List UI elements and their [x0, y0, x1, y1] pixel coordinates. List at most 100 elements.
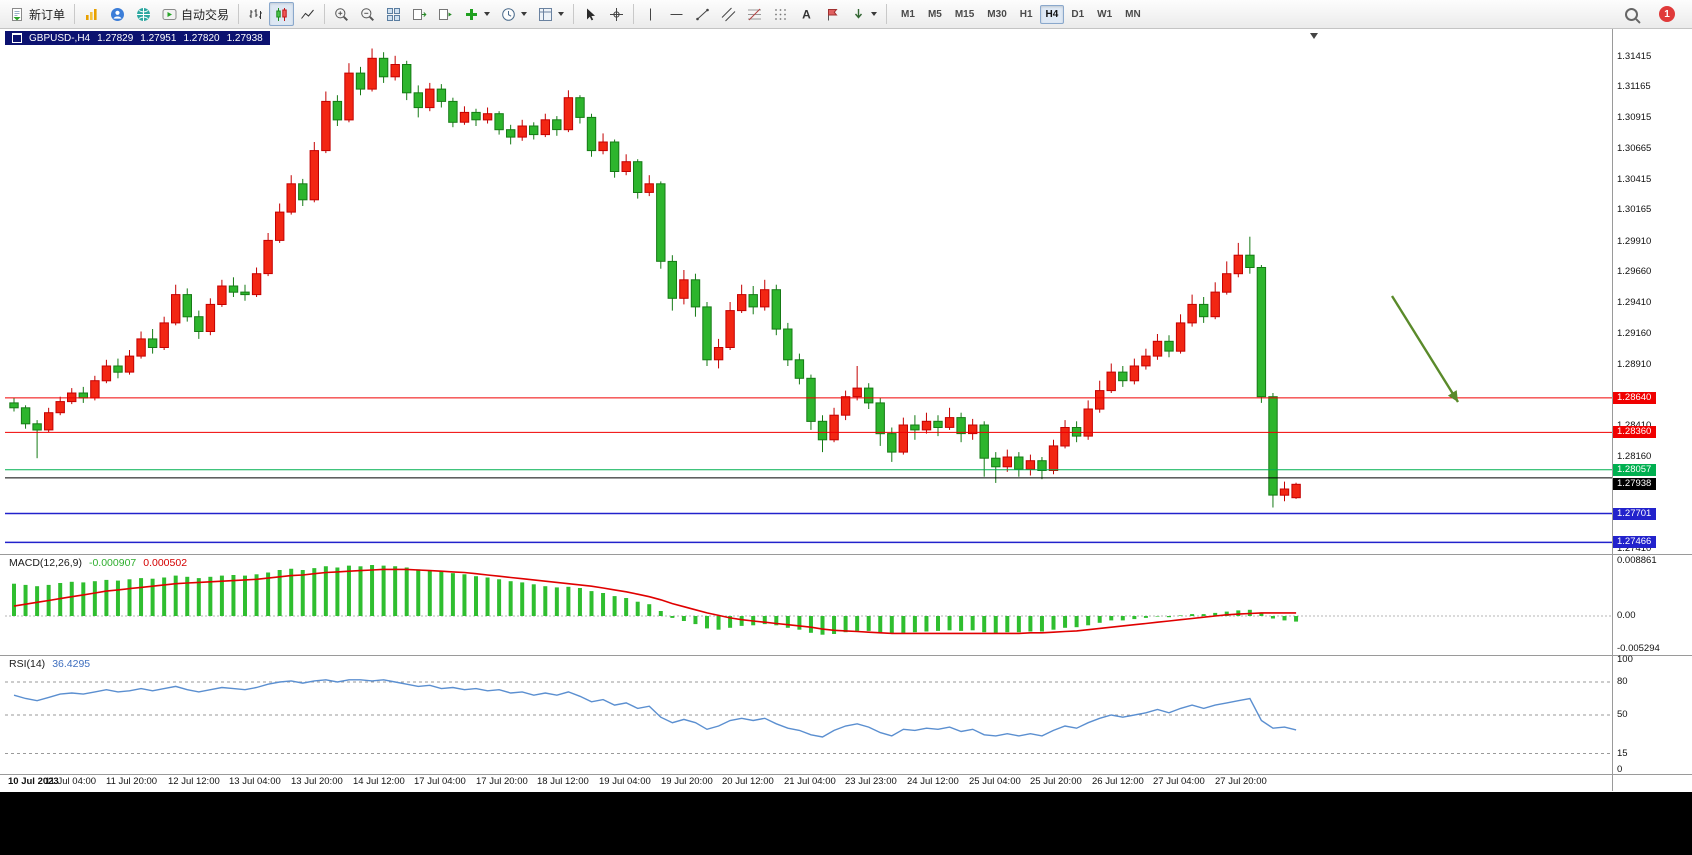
panel-separator-rsi[interactable]	[0, 655, 1692, 656]
candlestick-chart-button[interactable]	[269, 2, 295, 26]
zoom-in-button[interactable]	[329, 2, 354, 26]
price-axis-border	[1612, 29, 1613, 791]
new-order-button[interactable]: 新订单	[5, 2, 70, 26]
time-axis-label: 25 Jul 04:00	[969, 776, 1021, 787]
toolbar-separator	[886, 4, 888, 24]
time-axis-label: 23 Jul 23:00	[845, 776, 897, 787]
periods-button[interactable]	[496, 2, 532, 26]
add-indicator-button[interactable]	[459, 2, 495, 26]
arrows-tool-button[interactable]	[846, 2, 882, 26]
price-axis-label: 1.30165	[1617, 204, 1652, 216]
rsi-axis-label: 0	[1617, 764, 1623, 775]
time-axis-border	[0, 774, 1692, 775]
time-axis-label: 18 Jul 12:00	[537, 776, 589, 787]
chart-close-value: 1.27938	[226, 32, 263, 44]
arrow-annotation-head	[1447, 390, 1458, 402]
toolbar: 新订单 自动交易 A M1 M5 M15 M30 H1 H4 D1 W1 MN 1	[0, 0, 1692, 29]
add-indicator-icon	[464, 7, 479, 22]
macd-header: MACD(12,26,9) -0.000907 0.000502	[9, 557, 187, 569]
channel-tool-button[interactable]	[716, 2, 741, 26]
cursor-button[interactable]	[578, 2, 603, 26]
trendline-tool-button[interactable]	[690, 2, 715, 26]
text-tool-button[interactable]: A	[794, 2, 819, 26]
horizontal-line-tool-button[interactable]	[664, 2, 689, 26]
time-axis-label: 12 Jul 12:00	[168, 776, 220, 787]
price-axis-label: 1.30915	[1617, 112, 1652, 123]
price-axis-label: 1.31415	[1617, 50, 1652, 62]
timeframe-button-m30[interactable]: M30	[981, 5, 1012, 24]
profile-button[interactable]	[105, 2, 130, 26]
grid-tool-button[interactable]	[768, 2, 793, 26]
line-chart-button[interactable]	[295, 2, 320, 26]
time-axis-label: 20 Jul 12:00	[722, 776, 774, 787]
fibonacci-tool-button[interactable]	[742, 2, 767, 26]
market-depth-icon	[84, 7, 99, 22]
bar-chart-icon	[248, 7, 263, 22]
rsi-axis-label: 50	[1617, 709, 1628, 720]
chart-window-title: GBPUSD-,H4 1.27829 1.27951 1.27820 1.279…	[5, 31, 270, 45]
cursor-icon	[583, 7, 598, 22]
search-button[interactable]	[1619, 2, 1643, 26]
label-tool-button[interactable]	[820, 2, 845, 26]
time-axis-label: 11 Jul 04:00	[45, 776, 97, 787]
bar-chart-button[interactable]	[243, 2, 268, 26]
toolbar-separator	[633, 4, 635, 24]
auto-scroll-button[interactable]	[433, 2, 458, 26]
zoom-in-icon	[334, 7, 349, 22]
timeframe-button-h1[interactable]: H1	[1014, 5, 1039, 24]
autotrading-label: 自动交易	[181, 7, 230, 22]
price-axis-label: 1.31165	[1617, 81, 1651, 93]
time-axis[interactable]: 10 Jul 2023 11 Jul 04:00 11 Jul 20:00 12 Ju…	[0, 775, 1612, 791]
new-order-icon	[10, 7, 25, 22]
templates-button[interactable]	[533, 2, 569, 26]
price-tag-1.27701: 1.27701	[1613, 507, 1657, 520]
arrow-annotation[interactable]	[1390, 295, 1460, 403]
chart-symbol-period: GBPUSD-,H4	[29, 32, 91, 44]
timeframe-button-m5[interactable]: M5	[922, 5, 948, 24]
chart-shift-marker[interactable]	[1310, 33, 1318, 39]
chart-window-icon	[12, 33, 22, 43]
panel-separator-macd[interactable]	[0, 554, 1692, 555]
timeframe-button-w1[interactable]: W1	[1091, 5, 1118, 24]
autotrading-button[interactable]: 自动交易	[157, 2, 234, 26]
macd-main-value: -0.000907	[88, 557, 137, 569]
crosshair-button[interactable]	[604, 2, 629, 26]
zoom-out-button[interactable]	[355, 2, 380, 26]
timeframe-button-h4[interactable]: H4	[1039, 4, 1065, 24]
time-axis-label: 14 Jul 12:00	[353, 776, 405, 787]
vertical-line-icon	[643, 7, 658, 22]
chevron-down-icon	[521, 12, 528, 16]
timeframe-button-d1[interactable]: D1	[1065, 5, 1090, 24]
bottom-black-strip	[0, 792, 1692, 855]
tile-windows-button[interactable]	[381, 2, 406, 26]
time-axis-label: 10 Jul 2023	[8, 776, 59, 787]
price-axis-label: 1.29160	[1617, 328, 1652, 339]
time-axis-label: 26 Jul 12:00	[1092, 776, 1144, 787]
toolbar-separator	[573, 4, 575, 24]
macd-signal-line	[13, 568, 1297, 635]
timeframe-button-m15[interactable]: M15	[949, 5, 980, 24]
vertical-line-tool-button[interactable]	[638, 2, 663, 26]
crosshair-icon	[609, 7, 624, 22]
timeframe-toolbar: M1 M5 M15 M30 H1 H4 D1 W1 MN	[895, 4, 1147, 24]
time-axis-label: 19 Jul 04:00	[599, 776, 651, 787]
autotrading-icon	[162, 7, 177, 22]
fibonacci-icon	[747, 7, 762, 22]
community-button[interactable]	[131, 2, 156, 26]
current-price-tag: 1.27938	[1613, 478, 1657, 491]
price-axis-label: 1.30665	[1617, 142, 1652, 154]
notification-badge[interactable]: 1	[1659, 6, 1675, 22]
timeframe-button-mn[interactable]: MN	[1119, 5, 1147, 24]
chart-shift-button[interactable]	[407, 2, 432, 26]
market-depth-button[interactable]	[79, 2, 104, 26]
timeframe-button-m1[interactable]: M1	[895, 5, 921, 24]
time-axis-label: 11 Jul 20:00	[106, 776, 158, 787]
candlesticks	[9, 48, 1301, 508]
rsi-axis-label: 80	[1617, 676, 1628, 687]
macd-signal-value: 0.000502	[143, 557, 188, 569]
price-axis-label: 1.29660	[1617, 266, 1652, 278]
price-tag-1.28057: 1.28057	[1613, 463, 1657, 476]
price-axis-label: 1.29910	[1617, 235, 1652, 247]
price-axis[interactable]: 1.31415 1.31165 1.30915 1.30665 1.30415 1.301…	[1613, 29, 1692, 792]
